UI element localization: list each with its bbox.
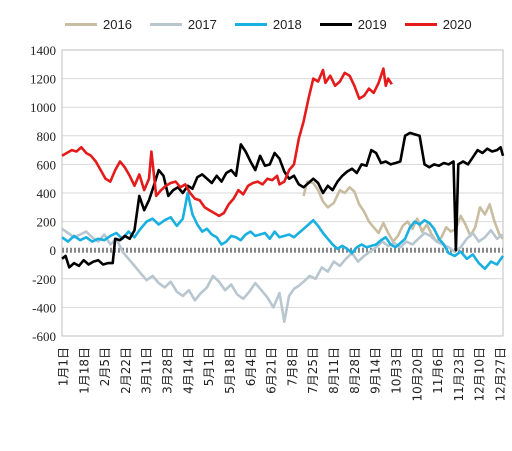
- x-tick-label: 3月11日: [140, 347, 154, 394]
- x-tick-label: 1月1日: [57, 347, 71, 386]
- x-tick-label: 1月18日: [77, 347, 91, 394]
- legend-label: 2019: [357, 17, 387, 32]
- x-tick-label: 8月11日: [327, 347, 341, 394]
- x-tick-label: 8月28日: [348, 347, 362, 394]
- x-tick-label: 4月14日: [181, 347, 195, 394]
- x-tick-label: 5月1日: [202, 347, 216, 386]
- legend-swatch: [65, 23, 97, 26]
- y-tick-label: -600: [32, 329, 56, 344]
- x-tick-label: 10月3日: [389, 347, 403, 394]
- x-tick-label: 2月5日: [98, 347, 112, 386]
- legend-item-2019: 2019: [319, 17, 387, 32]
- x-tick-label: 6月4日: [244, 347, 258, 386]
- y-tick-label: 1000: [30, 100, 56, 115]
- y-tick-label: 400: [37, 186, 57, 201]
- grid-lines: [62, 49, 503, 337]
- legend-swatch: [234, 23, 267, 26]
- legend-swatch: [319, 23, 352, 26]
- x-tick-label: 12月10日: [473, 347, 487, 402]
- x-tick-label: 9月14日: [369, 347, 383, 394]
- series-line-2017: [61, 227, 504, 323]
- x-tick-label: 2月22日: [119, 347, 133, 394]
- axes: [61, 49, 504, 337]
- legend-label: 2018: [272, 17, 302, 32]
- legend-item-2017: 2017: [149, 17, 217, 32]
- x-tick-label: 11月6日: [431, 347, 445, 394]
- legend-label: 2017: [187, 17, 217, 32]
- legend-item-2018: 2018: [234, 17, 302, 32]
- x-tick-label: 12月27日: [494, 347, 508, 402]
- legend-swatch: [404, 23, 437, 26]
- y-tick-label: 200: [37, 215, 57, 230]
- y-tick-label: 0: [50, 243, 57, 258]
- legend-swatch: [149, 23, 182, 26]
- series-lines: [61, 67, 505, 323]
- y-tick-label: 800: [37, 129, 57, 144]
- x-tick-label: 6月21日: [265, 347, 279, 394]
- x-tick-label: 7月8日: [285, 347, 299, 386]
- y-tick-label: 1400: [30, 43, 56, 58]
- legend-label: 2020: [442, 17, 472, 32]
- series-line-2019: [61, 131, 505, 269]
- y-tick-label: 600: [37, 157, 57, 172]
- y-tick-label: 1200: [30, 72, 56, 87]
- legend: 2016 2017 2018 2019 2020: [65, 17, 490, 32]
- x-tick-label: 5月18日: [223, 347, 237, 394]
- y-tick-label: -400: [32, 300, 56, 315]
- x-tick-label: 10月20日: [410, 347, 424, 402]
- y-axis-ticks: 1400 1200 1000 800 600 400 200 0 -200 -400 -600: [30, 43, 56, 344]
- x-tick-label: 7月25日: [306, 347, 320, 394]
- plot-frame: [61, 49, 504, 337]
- x-tick-label: 3月28日: [161, 347, 175, 394]
- x-axis-ticks: 1月1日 1月18日 2月5日 2月22日 3月11日 3月28日 4月14日 5月1日 5月1…: [57, 347, 508, 402]
- legend-label: 2016: [103, 17, 132, 32]
- legend-item-2016: 2016: [65, 17, 132, 32]
- y-tick-label: -200: [32, 272, 56, 287]
- legend-item-2020: 2020: [404, 17, 472, 32]
- x-tick-label: 11月23日: [452, 347, 466, 402]
- series-line-2020: [61, 67, 393, 218]
- series-line-2018: [61, 191, 505, 271]
